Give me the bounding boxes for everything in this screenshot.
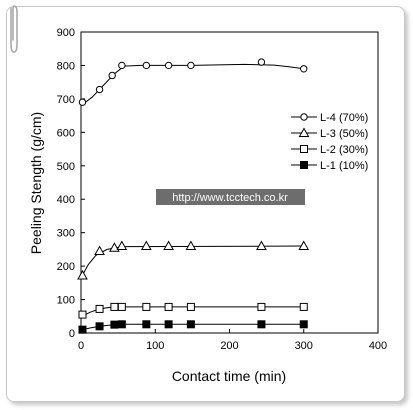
data-point-series-2 bbox=[163, 240, 174, 251]
data-point-series-3 bbox=[117, 302, 126, 311]
y-tick-label: 600 bbox=[57, 127, 75, 139]
data-point-series-2 bbox=[140, 240, 152, 251]
y-tick-label: 700 bbox=[57, 94, 75, 106]
data-point-series-2 bbox=[109, 242, 120, 252]
data-point-series-1 bbox=[95, 85, 104, 94]
data-point-series-3 bbox=[164, 302, 173, 311]
data-point-series-4 bbox=[95, 322, 104, 331]
data-point-series-3 bbox=[95, 304, 104, 313]
y-tick-label: 0 bbox=[69, 328, 75, 340]
watermark-background bbox=[156, 189, 305, 205]
x-tick-label: 0 bbox=[78, 340, 84, 352]
legend-label: L-1 (10%) bbox=[320, 160, 368, 172]
y-tick-label: 900 bbox=[57, 27, 75, 39]
data-point-series-2 bbox=[298, 240, 310, 251]
plot-area bbox=[80, 31, 379, 334]
watermark-text: http://www.tcctech.co.kr bbox=[172, 192, 288, 204]
data-point-series-3 bbox=[78, 310, 87, 319]
x-axis-ticks: 0 100 200 300 400 bbox=[78, 329, 387, 352]
data-point-series-3 bbox=[257, 302, 266, 311]
data-point-series-1 bbox=[187, 61, 195, 70]
legend-label: L-4 (70%) bbox=[320, 112, 368, 124]
data-point-series-4 bbox=[142, 320, 151, 329]
y-tick-label: 400 bbox=[57, 194, 75, 206]
data-point-series-3 bbox=[142, 302, 151, 311]
data-point-series-1 bbox=[142, 61, 151, 70]
data-point-series-2 bbox=[94, 245, 105, 256]
data-point-series-1 bbox=[108, 71, 116, 80]
x-tick-label: 100 bbox=[146, 340, 164, 352]
x-tick-label: 200 bbox=[220, 340, 238, 352]
y-tick-label: 500 bbox=[57, 161, 75, 173]
x-axis-label: Contact time (min) bbox=[172, 368, 286, 384]
data-point-series-1 bbox=[257, 58, 266, 66]
data-point-series-4 bbox=[110, 320, 119, 329]
series-line-4 bbox=[80, 323, 304, 331]
legend-marker bbox=[298, 127, 310, 137]
y-tick-label: 100 bbox=[57, 295, 75, 307]
data-point-series-3 bbox=[299, 302, 308, 311]
legend-marker bbox=[300, 145, 308, 153]
watermark: http://www.tcctech.co.kr bbox=[156, 189, 305, 205]
data-point-series-4 bbox=[186, 320, 195, 329]
data-point-series-4 bbox=[257, 320, 266, 329]
data-point-series-2 bbox=[256, 240, 267, 251]
data-point-series-1 bbox=[78, 98, 87, 106]
series-line-1 bbox=[80, 63, 304, 106]
y-axis-ticks: 0 100 200 300 400 500 600 700 800 900 bbox=[57, 27, 85, 340]
x-tick-label: 400 bbox=[369, 340, 387, 352]
y-axis-label: Peeling Stength (g/cm) bbox=[28, 112, 44, 254]
data-point-series-4 bbox=[117, 320, 126, 329]
series-markers bbox=[77, 58, 310, 334]
data-point-series-2 bbox=[77, 269, 88, 280]
paper-clip-icon bbox=[10, 5, 18, 53]
y-tick-label: 800 bbox=[57, 60, 75, 72]
legend-label: L-3 (50%) bbox=[320, 128, 368, 140]
legend-label: L-2 (30%) bbox=[320, 144, 368, 156]
y-tick-label: 200 bbox=[57, 261, 75, 273]
series-line-3 bbox=[80, 306, 304, 318]
data-point-series-3 bbox=[186, 302, 195, 311]
data-point-series-4 bbox=[78, 325, 87, 334]
data-point-series-3 bbox=[110, 302, 119, 311]
legend-marker bbox=[300, 113, 308, 121]
legend: L-4 (70%) L-3 (50%) L-2 (30%) L-1 (10%) bbox=[291, 112, 368, 172]
data-point-series-4 bbox=[164, 320, 173, 329]
data-point-series-1 bbox=[118, 61, 126, 70]
data-point-series-1 bbox=[300, 65, 308, 73]
y-tick-label: 300 bbox=[57, 228, 75, 240]
data-point-series-2 bbox=[185, 240, 197, 251]
data-point-series-1 bbox=[164, 61, 173, 70]
data-point-series-2 bbox=[116, 240, 128, 251]
axes-box bbox=[80, 31, 379, 334]
x-tick-label: 300 bbox=[295, 340, 313, 352]
legend-marker bbox=[300, 161, 308, 169]
data-point-series-4 bbox=[299, 320, 308, 329]
